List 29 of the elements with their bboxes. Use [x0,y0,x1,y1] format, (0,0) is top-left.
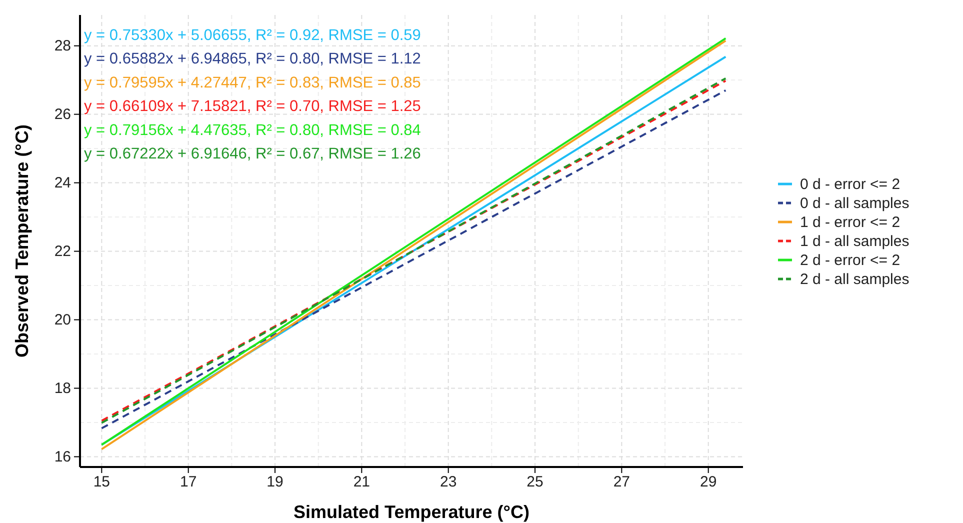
x-tick-label: 29 [700,474,717,491]
legend-label: 0 d - all samples [800,195,910,212]
annotation: y = 0.65882x + 6.94865, R² = 0.80, RMSE = 1.12 [84,50,421,68]
y-tick-label: 18 [54,380,71,398]
legend-label: 1 d - all samples [800,233,910,250]
legend-label: 2 d - all samples [800,271,910,288]
x-tick-label: 27 [613,474,630,491]
annotation: y = 0.67222x + 6.91646, R² = 0.67, RMSE = 1.26 [84,146,421,162]
x-tick-label: 17 [180,474,197,491]
x-tick-label: 25 [526,474,544,491]
annotation: y = 0.66109x + 7.15821, R² = 0.70, RMSE = 1.25 [84,98,421,116]
legend-label: 0 d - error <= 2 [800,176,900,193]
y-tick-label: 20 [54,312,71,329]
y-tick-label: 16 [54,448,71,466]
y-tick-label: 22 [54,243,71,260]
y-tick-label: 26 [54,106,71,124]
legend-label: 1 d - error <= 2 [800,214,900,231]
y-axis-title: Observed Temperature (°C) [12,124,32,358]
x-tick-label: 21 [353,474,370,491]
x-axis-title: Simulated Temperature (°C) [294,502,530,522]
annotation: y = 0.79156x + 4.47635, R² = 0.80, RMSE = 0.84 [84,122,422,139]
x-tick-label: 23 [440,474,457,491]
x-tick-label: 15 [93,474,110,491]
y-tick-label: 28 [54,38,71,55]
annotation: y = 0.79595x + 4.27447, R² = 0.83, RMSE = 0.85 [84,74,421,92]
legend-label: 2 d - error <= 2 [800,252,900,269]
annotation: y = 0.75330x + 5.06655, R² = 0.92, RMSE = 0.59 [84,27,421,44]
x-tick-label: 19 [266,474,284,491]
y-tick-label: 24 [54,174,71,192]
